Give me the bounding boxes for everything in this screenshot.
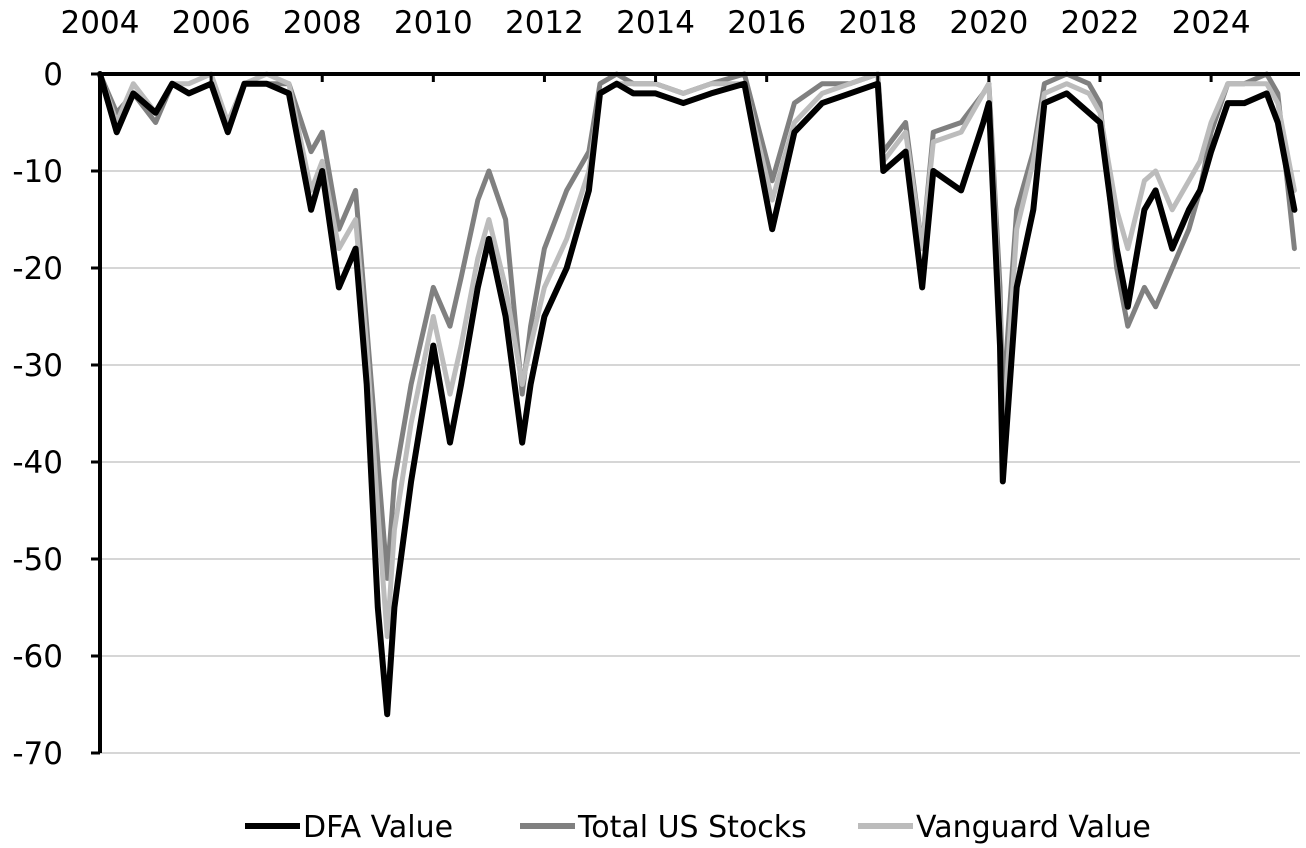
gridlines	[100, 170, 1300, 754]
axes	[98, 72, 1300, 753]
y-tick-label: -20	[12, 251, 63, 287]
legend: DFA Value Total US Stocks Vanguard Value	[245, 810, 1151, 845]
legend-label: Total US Stocks	[577, 810, 807, 845]
x-tick-label: 2014	[616, 5, 695, 41]
x-tick-label: 2006	[172, 5, 251, 41]
y-tick-label: -50	[12, 542, 63, 578]
series-line-vanguard-value	[97, 71, 1297, 640]
x-tick-label: 2010	[394, 5, 473, 41]
x-tick-label: 2024	[1172, 5, 1251, 41]
legend-label: DFA Value	[303, 810, 453, 845]
y-tick-label: -60	[12, 639, 63, 675]
series-line-dfa-value	[97, 71, 1298, 718]
y-axis-ticks: 0 -10 -20 -30 -40 -50 -60 -70	[12, 57, 100, 772]
y-tick-label: 0	[43, 57, 63, 93]
series-line-total-us-stocks	[97, 71, 1297, 581]
legend-label: Vanguard Value	[916, 810, 1151, 845]
y-tick-label: -40	[12, 445, 63, 481]
y-tick-label: -70	[12, 736, 63, 772]
x-tick-label: 2016	[727, 5, 806, 41]
y-tick-label: -30	[12, 348, 63, 384]
x-tick-label: 2008	[283, 5, 362, 41]
y-tick-label: -10	[12, 154, 63, 190]
x-tick-label: 2018	[838, 5, 917, 41]
x-tick-label: 2004	[61, 5, 140, 41]
x-tick-label: 2012	[505, 5, 584, 41]
series-lines	[97, 71, 1298, 718]
x-tick-label: 2022	[1061, 5, 1140, 41]
x-tick-label: 2020	[949, 5, 1028, 41]
x-axis-ticks: 2004 2006 2008 2010 2012 2014 2016 2018 2020 2022…	[61, 5, 1251, 82]
